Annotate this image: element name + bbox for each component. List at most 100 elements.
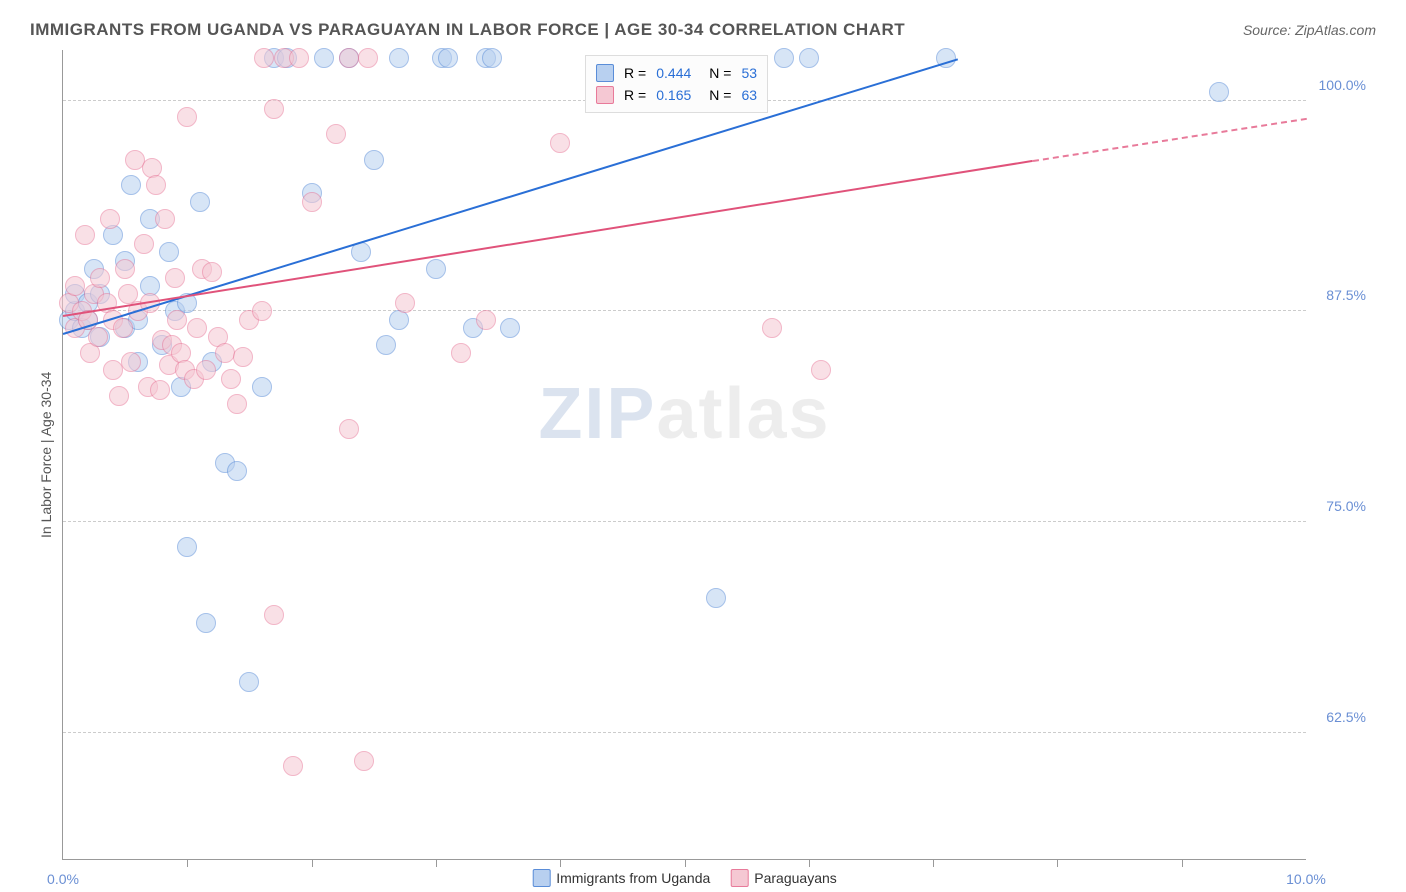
- data-point: [476, 310, 496, 330]
- watermark-atlas: atlas: [656, 374, 830, 454]
- legend-swatch-icon: [532, 869, 550, 887]
- plot-area: ZIPatlas R = 0.444 N = 53 R = 0.165 N = …: [62, 50, 1306, 860]
- data-point: [252, 377, 272, 397]
- data-point: [339, 48, 359, 68]
- legend-item-paraguay: Paraguayans: [730, 869, 837, 887]
- data-point: [165, 268, 185, 288]
- x-tick: [1057, 859, 1058, 867]
- data-point: [314, 48, 334, 68]
- data-point: [121, 175, 141, 195]
- data-point: [264, 99, 284, 119]
- data-point: [187, 318, 207, 338]
- data-point: [550, 133, 570, 153]
- data-point: [239, 672, 259, 692]
- data-point: [706, 588, 726, 608]
- data-point: [389, 48, 409, 68]
- chart-title: IMMIGRANTS FROM UGANDA VS PARAGUAYAN IN …: [30, 20, 905, 40]
- data-point: [358, 48, 378, 68]
- data-point: [227, 461, 247, 481]
- x-tick-label: 10.0%: [1286, 871, 1326, 887]
- data-point: [65, 276, 85, 296]
- x-tick: [560, 859, 561, 867]
- data-point: [121, 352, 141, 372]
- n-label: N =: [709, 65, 731, 81]
- y-tick-label: 87.5%: [1326, 287, 1366, 303]
- y-tick-label: 62.5%: [1326, 709, 1366, 725]
- x-tick: [436, 859, 437, 867]
- data-point: [326, 124, 346, 144]
- data-point: [177, 537, 197, 557]
- data-point: [227, 394, 247, 414]
- data-point: [196, 360, 216, 380]
- data-point: [88, 327, 108, 347]
- trend-line-extrapolated: [1032, 117, 1306, 161]
- data-point: [159, 242, 179, 262]
- legend-label: Immigrants from Uganda: [556, 870, 710, 886]
- data-point: [177, 107, 197, 127]
- n-value: 63: [741, 87, 757, 103]
- legend-swatch-icon: [730, 869, 748, 887]
- data-point: [438, 48, 458, 68]
- x-tick-label: 0.0%: [47, 871, 79, 887]
- data-point: [395, 293, 415, 313]
- x-tick: [1182, 859, 1183, 867]
- x-tick: [312, 859, 313, 867]
- x-tick: [933, 859, 934, 867]
- watermark-zip: ZIP: [538, 374, 656, 454]
- data-point: [100, 209, 120, 229]
- x-tick: [685, 859, 686, 867]
- data-point: [451, 343, 471, 363]
- data-point: [811, 360, 831, 380]
- data-point: [774, 48, 794, 68]
- data-point: [115, 259, 135, 279]
- data-point: [221, 369, 241, 389]
- data-point: [233, 347, 253, 367]
- legend-row-uganda: R = 0.444 N = 53: [596, 62, 757, 84]
- legend-swatch-uganda: [596, 64, 614, 82]
- y-tick-label: 100.0%: [1319, 77, 1366, 93]
- data-point: [264, 605, 284, 625]
- data-point: [150, 380, 170, 400]
- x-tick: [187, 859, 188, 867]
- chart-header: IMMIGRANTS FROM UGANDA VS PARAGUAYAN IN …: [30, 20, 1376, 40]
- data-point: [500, 318, 520, 338]
- data-point: [376, 335, 396, 355]
- data-point: [75, 225, 95, 245]
- r-label: R =: [624, 65, 646, 81]
- legend-row-paraguay: R = 0.165 N = 63: [596, 84, 757, 106]
- data-point: [196, 613, 216, 633]
- data-point: [482, 48, 502, 68]
- r-value: 0.444: [656, 65, 691, 81]
- source-label: Source: ZipAtlas.com: [1243, 22, 1376, 38]
- data-point: [252, 301, 272, 321]
- legend-swatch-paraguay: [596, 86, 614, 104]
- legend-label: Paraguayans: [754, 870, 837, 886]
- data-point: [90, 268, 110, 288]
- data-point: [302, 192, 322, 212]
- data-point: [103, 225, 123, 245]
- right-margin: [1306, 50, 1376, 860]
- data-point: [283, 756, 303, 776]
- data-point: [799, 48, 819, 68]
- watermark: ZIPatlas: [538, 373, 830, 455]
- data-point: [339, 419, 359, 439]
- n-value: 53: [741, 65, 757, 81]
- data-point: [134, 234, 154, 254]
- correlation-legend: R = 0.444 N = 53 R = 0.165 N = 63: [585, 55, 768, 113]
- legend-item-uganda: Immigrants from Uganda: [532, 869, 710, 887]
- gridline: [63, 521, 1306, 522]
- data-point: [762, 318, 782, 338]
- r-value: 0.165: [656, 87, 691, 103]
- data-point: [190, 192, 210, 212]
- data-point: [1209, 82, 1229, 102]
- data-point: [167, 310, 187, 330]
- data-point: [364, 150, 384, 170]
- data-point: [202, 262, 222, 282]
- y-axis-label: In Labor Force | Age 30-34: [30, 50, 62, 860]
- data-point: [426, 259, 446, 279]
- series-legend: Immigrants from Uganda Paraguayans: [532, 869, 837, 887]
- chart-body: In Labor Force | Age 30-34 ZIPatlas R = …: [30, 50, 1376, 860]
- n-label: N =: [709, 87, 731, 103]
- y-tick-label: 75.0%: [1326, 498, 1366, 514]
- data-point: [113, 318, 133, 338]
